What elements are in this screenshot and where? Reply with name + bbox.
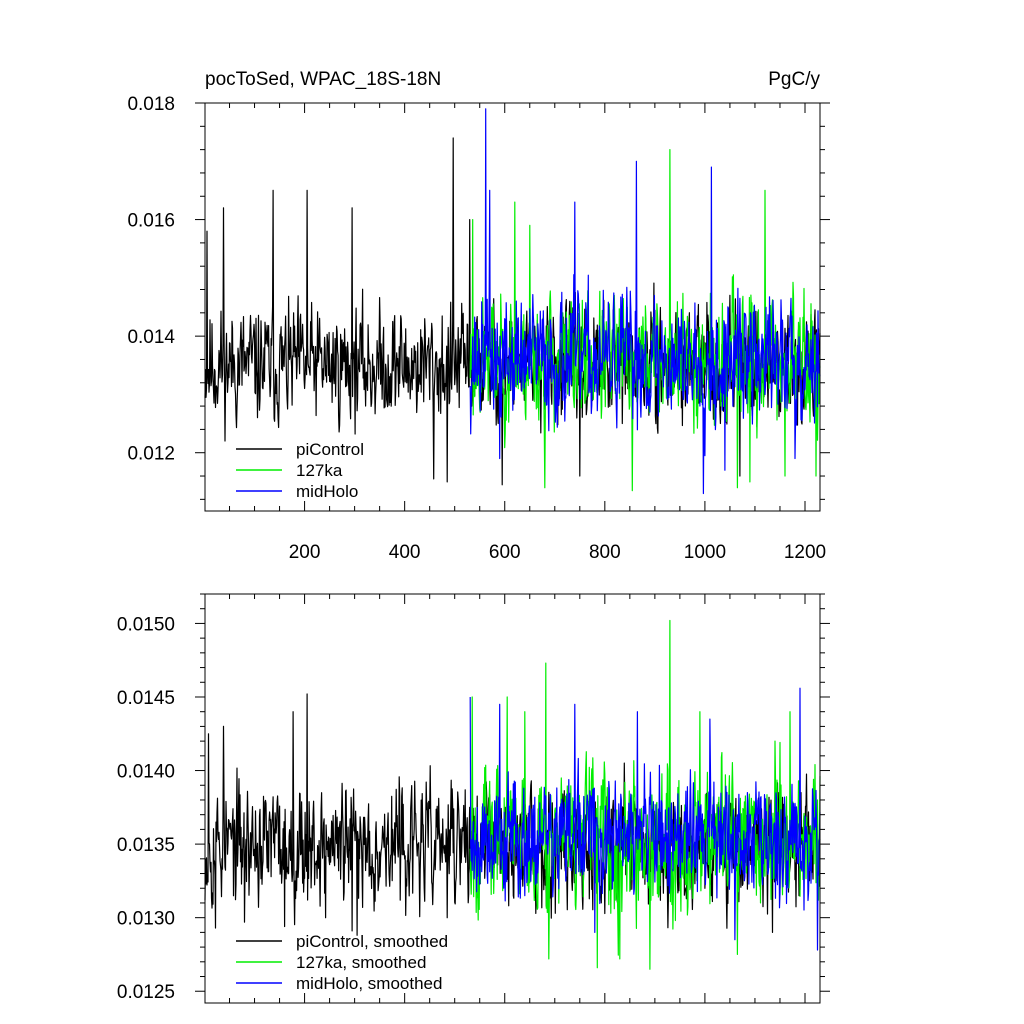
plot-frame [204,593,821,1004]
y-tick-label: 0.0125 [117,982,175,1003]
bottom-panel: 0.0125 0.0130 0.0135 0.0140 0.0145 0.0150 piC… [117,593,830,1004]
plot-series-layer [204,108,821,495]
y-tick-label: 0.016 [127,211,175,232]
legend-label: 127ka, smoothed [296,953,426,972]
legend-item: 127ka [236,461,343,480]
legend-item: piControl, smoothed [236,932,448,951]
legend-label: piControl, smoothed [296,932,448,951]
y-tick-label: 0.0130 [117,909,175,930]
legend: piControl 127ka midHolo [236,440,364,501]
series-line [469,687,821,951]
legend-item: midHolo, smoothed [236,974,442,993]
y-tick-label: 0.0135 [117,835,175,856]
y-tick-label: 0.0145 [117,688,175,709]
x-tick-label: 1000 [684,542,726,563]
y-tick-label: 0.014 [127,327,175,348]
y-tick-label: 0.012 [127,444,175,465]
chart-title-right: PgC/y [768,69,820,90]
legend-label: midHolo, smoothed [296,974,442,993]
plot-frame [204,102,821,512]
top-panel: pocToSed, WPAC_18S-18N PgC/y 200 400 600 80… [127,69,830,563]
y-tick-label: 0.018 [127,94,175,115]
chart-title-left: pocToSed, WPAC_18S-18N [205,69,441,90]
series-line [469,108,821,495]
x-tick-label: 600 [489,542,521,563]
x-tick-label: 800 [589,542,621,563]
legend-label: 127ka [296,461,343,480]
axis-ticks-layer: 200 400 600 800 1000 1200 0.012 0.014 0.016 0.018 [127,94,830,563]
x-tick-label: 200 [289,542,321,563]
x-tick-label: 400 [389,542,421,563]
x-tick-label: 1200 [784,542,826,563]
legend: piControl, smoothed 127ka, smoothed midHol… [236,932,448,993]
plot-series-layer [204,619,821,970]
axis-ticks-layer: 0.0125 0.0130 0.0135 0.0140 0.0145 0.0150 [117,593,830,1003]
legend-item: midHolo [236,482,358,501]
legend-item: 127ka, smoothed [236,953,426,972]
legend-label: midHolo [296,482,358,501]
legend-label: piControl [296,440,364,459]
y-tick-label: 0.0150 [117,614,175,635]
y-tick-label: 0.0140 [117,762,175,783]
legend-item: piControl [236,440,364,459]
